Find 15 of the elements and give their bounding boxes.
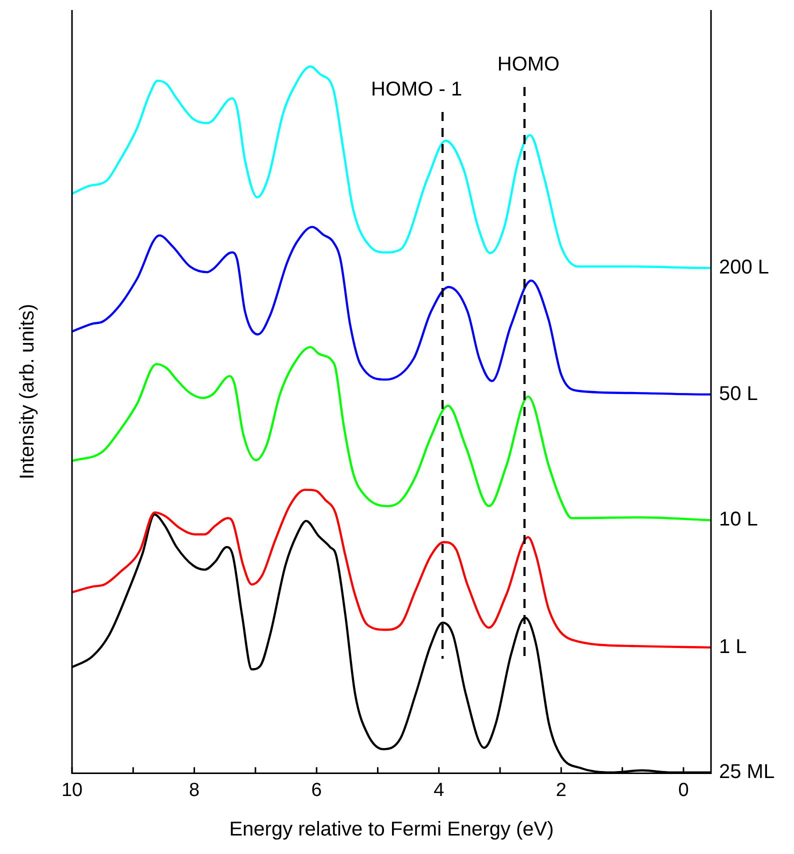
- x-axis-title: Energy relative to Fermi Energy (eV): [229, 818, 554, 841]
- x-tick-label: 10: [61, 780, 83, 801]
- x-tick-label: 0: [678, 780, 689, 801]
- x-tick-label: 4: [434, 780, 445, 801]
- x-tick-label: 8: [189, 780, 200, 801]
- y-axis-title: Intensity (arb. units): [16, 304, 39, 480]
- ref-line-label: HOMO - 1: [370, 78, 462, 101]
- x-tick-label: 6: [311, 780, 322, 801]
- series-label: 50 L: [719, 382, 758, 405]
- ref-line-label: HOMO: [497, 54, 560, 76]
- series-label: 10 L: [719, 508, 758, 531]
- series-label: 25 ML: [719, 761, 775, 784]
- series-label: 1 L: [719, 636, 747, 658]
- x-tick-label: 2: [556, 780, 566, 801]
- series-label: 200 L: [719, 256, 770, 278]
